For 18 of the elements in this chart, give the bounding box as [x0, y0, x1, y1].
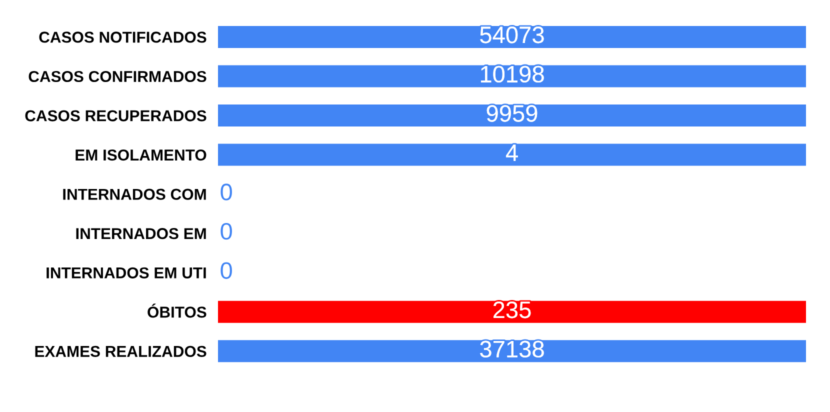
data-label: 37138 [480, 340, 544, 358]
category-label: INTERNADOS EM UTI [46, 267, 206, 278]
data-label: 4 [506, 144, 518, 161]
category-label: INTERNADOS EM [76, 228, 206, 240]
category-label: EXAMES REALIZADOS [35, 346, 206, 358]
data-label: 0 [220, 262, 232, 279]
category-label: INTERNADOS COM [63, 188, 206, 200]
data-label: 9959 [486, 105, 538, 122]
data-label: 10198 [480, 66, 544, 83]
category-label: CASOS NOTIFICADOS [39, 32, 206, 43]
data-label: 235 [493, 302, 531, 318]
data-label: 54073 [480, 26, 544, 44]
category-label: EM ISOLAMENTO [76, 150, 206, 161]
category-label: CASOS CONFIRMADOS [28, 70, 206, 82]
category-label: ÓBITOS [148, 304, 206, 318]
category-label: CASOS RECUPERADOS [25, 110, 206, 122]
data-label: 0 [220, 184, 232, 200]
data-label: 0 [220, 222, 232, 240]
